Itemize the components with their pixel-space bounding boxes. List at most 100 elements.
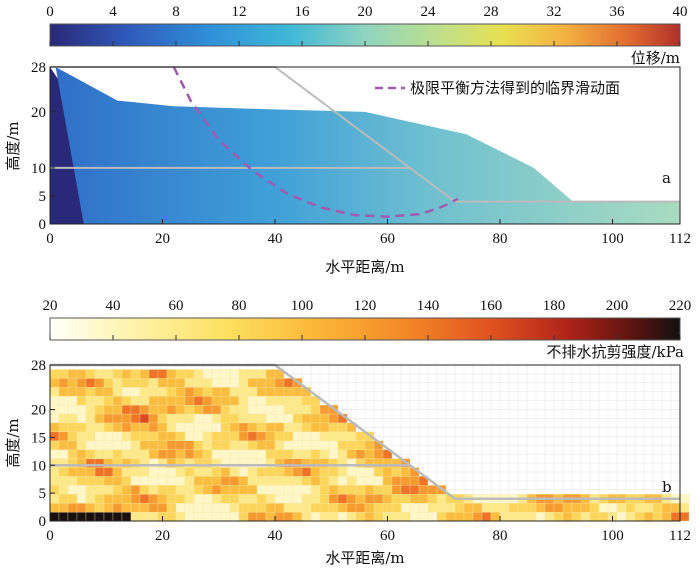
strength-cell xyxy=(202,494,213,504)
strength-cell xyxy=(229,476,240,486)
strength-cell xyxy=(364,440,375,450)
strength-cell xyxy=(85,449,96,459)
strength-cell xyxy=(328,494,339,504)
colorbar-tick-label: 40 xyxy=(106,298,121,314)
strength-cell xyxy=(247,422,258,432)
strength-cell xyxy=(328,476,339,486)
strength-cell xyxy=(139,396,150,406)
strength-cell xyxy=(85,431,96,441)
strength-cell xyxy=(58,396,69,406)
strength-cell xyxy=(103,431,114,441)
strength-cell xyxy=(193,431,204,441)
strength-cell xyxy=(85,467,96,477)
strength-cell xyxy=(229,449,240,459)
x-tick-label: 20 xyxy=(155,528,170,544)
strength-cell xyxy=(58,440,69,450)
strength-cell xyxy=(58,422,69,432)
strength-cell xyxy=(112,404,123,415)
y-tick-label: 0 xyxy=(39,217,47,233)
strength-cell xyxy=(184,413,195,424)
strength-cell xyxy=(58,387,69,397)
strength-cell xyxy=(139,476,150,486)
strength-cell xyxy=(580,511,591,522)
strength-cell xyxy=(121,467,132,477)
strength-cell xyxy=(418,494,429,504)
colorbar-tick-label: 200 xyxy=(606,298,629,314)
strength-cell xyxy=(166,449,177,459)
strength-cell xyxy=(220,485,231,495)
strength-cell xyxy=(112,485,123,495)
strength-cell xyxy=(283,440,294,450)
strength-cell xyxy=(193,396,204,406)
strength-cell xyxy=(148,413,159,424)
strength-cell xyxy=(265,413,276,424)
colorbar-tick-label: 180 xyxy=(543,298,566,314)
strength-cell xyxy=(166,396,177,406)
strength-cell xyxy=(211,413,222,424)
strength-cell xyxy=(400,485,411,495)
strength-cell xyxy=(220,378,231,388)
strength-cell xyxy=(58,369,69,379)
strength-cell xyxy=(85,396,96,406)
strength-cell xyxy=(121,431,132,441)
strength-cell xyxy=(328,511,339,522)
strength-cell xyxy=(409,476,420,486)
strength-cell xyxy=(310,413,321,424)
strength-cell xyxy=(292,396,303,406)
strength-cell xyxy=(274,440,285,450)
strength-cell xyxy=(310,511,321,522)
strength-cell xyxy=(211,440,222,450)
strength-cell xyxy=(292,467,303,477)
strength-cell xyxy=(220,404,231,415)
strength-cell xyxy=(67,503,78,513)
strength-cell xyxy=(76,431,87,441)
colorbar-tick-label: 80 xyxy=(232,298,247,314)
strength-cell xyxy=(238,369,249,379)
strength-cell xyxy=(112,396,123,406)
strength-cell xyxy=(319,449,330,459)
strength-cell xyxy=(229,431,240,441)
strength-cell xyxy=(49,369,60,379)
strength-cell xyxy=(130,413,141,424)
strength-cell xyxy=(229,467,240,477)
strength-cell xyxy=(148,449,159,459)
strength-cell xyxy=(382,494,393,504)
x-tick-label: 80 xyxy=(493,528,508,544)
strength-cell xyxy=(283,511,294,522)
strength-cell xyxy=(148,369,159,379)
strength-cell xyxy=(139,404,150,415)
strength-cell xyxy=(184,503,195,513)
strength-cell xyxy=(157,404,168,415)
panel-b-ylabel: 高度/m xyxy=(4,418,22,467)
strength-cell xyxy=(130,378,141,388)
strength-cell xyxy=(310,440,321,450)
strength-cell xyxy=(103,494,114,504)
strength-cell xyxy=(355,494,366,504)
strength-cell xyxy=(130,467,141,477)
strength-cell xyxy=(67,440,78,450)
strength-cell xyxy=(499,503,510,513)
strength-cell xyxy=(139,422,150,432)
strength-cell xyxy=(121,503,132,513)
strength-cell xyxy=(238,413,249,424)
colorbar-tick-label: 40 xyxy=(673,4,688,20)
strength-cell xyxy=(679,511,690,522)
panel-a-label: a xyxy=(662,169,671,187)
strength-cell xyxy=(85,422,96,432)
strength-cell xyxy=(337,431,348,441)
legend-label: 极限平衡方法得到的临界滑动面 xyxy=(410,79,620,97)
strength-cell xyxy=(220,476,231,486)
y-tick-label: 10 xyxy=(31,161,46,177)
strength-cell xyxy=(103,503,114,513)
strength-cell xyxy=(58,449,69,459)
strength-cell xyxy=(112,422,123,432)
strength-cell xyxy=(148,503,159,513)
strength-cell xyxy=(427,503,438,513)
strength-cell xyxy=(481,511,492,522)
strength-cell xyxy=(220,387,231,397)
strength-cell xyxy=(157,494,168,504)
x-tick-label: 112 xyxy=(669,528,691,544)
strength-cell xyxy=(346,440,357,450)
strength-cell xyxy=(157,467,168,477)
strength-cell xyxy=(184,396,195,406)
